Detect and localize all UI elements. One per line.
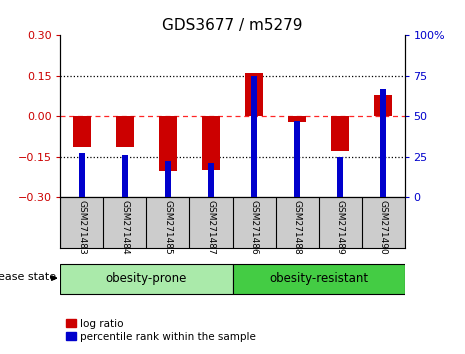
Text: obesity-resistant: obesity-resistant	[269, 272, 368, 285]
Text: GSM271486: GSM271486	[250, 200, 259, 254]
Text: GSM271485: GSM271485	[164, 200, 173, 254]
Text: disease state: disease state	[0, 272, 56, 282]
Bar	[380, 89, 386, 197]
Bar	[60, 264, 232, 294]
Text: GSM271483: GSM271483	[78, 200, 86, 254]
Text: GSM271489: GSM271489	[336, 200, 345, 254]
Text: GSM271484: GSM271484	[120, 200, 129, 254]
Text: GSM271488: GSM271488	[292, 200, 301, 254]
Bar	[232, 264, 405, 294]
Bar	[159, 116, 177, 171]
Bar	[294, 121, 300, 197]
Bar	[202, 116, 219, 170]
Bar	[116, 116, 133, 147]
Bar	[288, 116, 306, 121]
Bar	[208, 163, 214, 197]
Bar	[337, 156, 343, 197]
Legend: log ratio, percentile rank within the sample: log ratio, percentile rank within the sa…	[66, 319, 256, 342]
Bar	[79, 153, 85, 197]
Text: GSM271487: GSM271487	[206, 200, 215, 254]
Bar	[251, 76, 257, 197]
Text: GSM271490: GSM271490	[379, 200, 387, 254]
Title: GDS3677 / m5279: GDS3677 / m5279	[162, 18, 303, 33]
Text: obesity-prone: obesity-prone	[106, 272, 187, 285]
Bar	[332, 116, 349, 151]
Bar	[374, 95, 392, 116]
Bar	[73, 116, 91, 147]
Bar	[122, 155, 128, 197]
Bar	[165, 161, 171, 197]
Bar	[246, 73, 263, 116]
